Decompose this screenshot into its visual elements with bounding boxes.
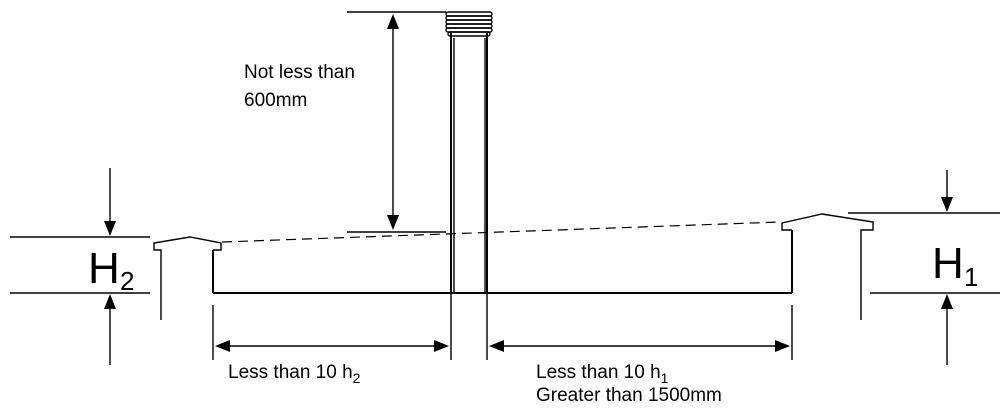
h1-letter: H	[932, 239, 964, 288]
height-label-line1: Not less than	[244, 62, 355, 83]
parapet-sight-line	[221, 221, 781, 243]
left-distance-dimension	[212, 305, 449, 360]
height-label-line2: 600mm	[244, 90, 307, 111]
chimney-stack	[450, 33, 488, 360]
h2-letter: H	[88, 244, 120, 293]
left-distance-label: Less than 10 h2	[228, 362, 361, 386]
right-distance-label: Less than 10 h1	[536, 362, 669, 386]
right-distance-dimension	[489, 305, 793, 360]
height-dimension	[347, 11, 446, 233]
h2-subscript: 2	[120, 266, 134, 296]
right-distance-label-2: Greater than 1500mm	[536, 385, 722, 406]
chimney-cap	[445, 11, 493, 37]
left-parapet	[153, 236, 222, 320]
right-parapet	[781, 213, 874, 320]
h1-subscript: 1	[964, 262, 978, 292]
h1-dimension	[848, 170, 1000, 365]
h2-dimension	[10, 168, 150, 365]
